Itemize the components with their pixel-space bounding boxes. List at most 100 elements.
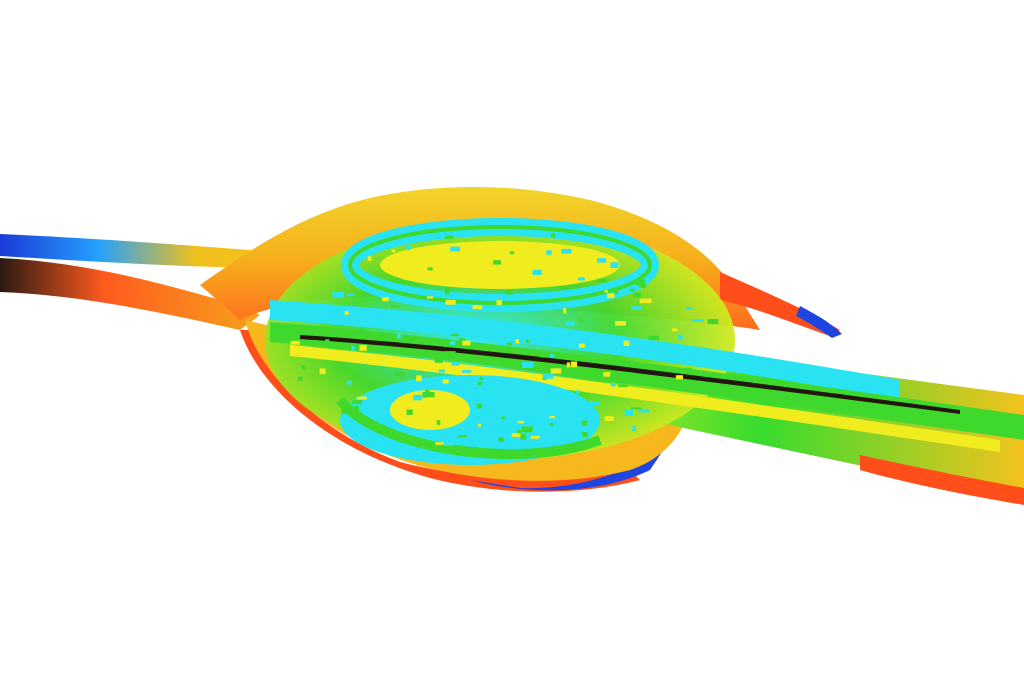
speckle xyxy=(436,420,441,425)
speckle xyxy=(638,277,642,281)
inner-swirl-lower-center xyxy=(390,390,470,430)
speckle xyxy=(633,292,641,298)
speckle xyxy=(635,279,645,286)
speckle xyxy=(443,351,456,356)
right-streak-red xyxy=(860,455,1024,505)
speckle xyxy=(615,321,626,326)
speckle xyxy=(457,423,466,428)
speckle xyxy=(678,334,683,340)
speckle xyxy=(597,258,607,263)
speckle xyxy=(607,293,615,299)
speckle xyxy=(422,392,435,398)
speckle xyxy=(685,307,693,310)
speckle xyxy=(692,319,704,322)
speckle xyxy=(631,306,643,311)
speckle xyxy=(707,319,719,325)
speckle xyxy=(561,328,568,331)
speckle xyxy=(346,293,355,297)
right-fin-blue xyxy=(796,306,842,338)
speckle xyxy=(477,423,481,427)
speckle xyxy=(427,267,433,271)
speckle xyxy=(570,361,578,368)
speckle xyxy=(382,297,389,302)
speckle xyxy=(346,380,353,385)
speckle xyxy=(566,362,570,368)
speckle xyxy=(335,345,340,348)
speckle xyxy=(561,248,572,254)
speckle xyxy=(543,374,554,379)
speckle xyxy=(526,339,530,343)
speckle xyxy=(396,333,401,339)
speckle xyxy=(445,299,456,305)
speckle xyxy=(450,246,460,252)
speckle xyxy=(551,233,555,238)
speckle xyxy=(576,390,580,394)
speckle xyxy=(325,339,330,345)
speckle xyxy=(498,437,504,442)
speckle xyxy=(610,262,619,268)
speckle xyxy=(598,298,604,302)
speckle xyxy=(434,358,443,363)
speckle xyxy=(435,442,444,445)
speckle xyxy=(618,384,628,387)
speckle xyxy=(604,290,608,293)
speckle xyxy=(604,416,614,421)
speckle xyxy=(395,372,406,376)
speckle xyxy=(492,426,497,429)
speckle xyxy=(549,423,554,427)
core-band-cyan xyxy=(270,300,900,400)
speckle xyxy=(515,339,520,344)
speckle xyxy=(509,251,515,255)
speckle xyxy=(549,354,555,358)
speckle-texture xyxy=(290,233,719,450)
speckle xyxy=(352,400,363,405)
speckle xyxy=(549,416,556,419)
speckle xyxy=(659,350,671,356)
speckle xyxy=(354,405,359,411)
speckle xyxy=(493,260,501,265)
speckle xyxy=(357,396,367,400)
speckle xyxy=(525,439,530,442)
speckle xyxy=(298,376,303,381)
speckle xyxy=(476,403,482,409)
left-tail-upper xyxy=(0,234,280,268)
speckle xyxy=(579,318,584,323)
speckle xyxy=(577,277,585,281)
speckle xyxy=(506,289,513,295)
speckle xyxy=(351,346,355,351)
speckle xyxy=(434,381,441,387)
speckle xyxy=(499,409,507,413)
speckle xyxy=(367,256,372,261)
speckle xyxy=(503,342,512,346)
shell-blue-underside xyxy=(470,440,670,491)
speckle xyxy=(359,345,367,351)
speckle xyxy=(546,250,552,255)
speckle xyxy=(406,245,411,250)
speckle xyxy=(638,409,650,413)
speckle xyxy=(470,329,479,332)
speckle xyxy=(604,359,612,364)
speckle xyxy=(391,249,396,253)
speckle xyxy=(441,315,448,320)
speckle xyxy=(359,327,364,333)
speckle xyxy=(590,401,600,406)
speckle xyxy=(390,410,399,416)
speckle xyxy=(672,328,678,332)
speckle xyxy=(603,372,611,377)
speckle xyxy=(520,434,527,440)
speckle xyxy=(630,407,642,410)
speckle xyxy=(565,264,572,270)
speckle xyxy=(458,338,466,341)
speckle xyxy=(496,300,502,306)
speckle xyxy=(451,362,460,366)
speckle xyxy=(489,332,493,335)
speckle xyxy=(536,331,548,338)
speckle xyxy=(482,283,494,288)
speckle xyxy=(650,380,662,387)
core-band-shadow xyxy=(300,335,960,414)
speckle xyxy=(624,409,633,416)
speckle xyxy=(675,375,683,380)
speckle xyxy=(630,288,635,292)
